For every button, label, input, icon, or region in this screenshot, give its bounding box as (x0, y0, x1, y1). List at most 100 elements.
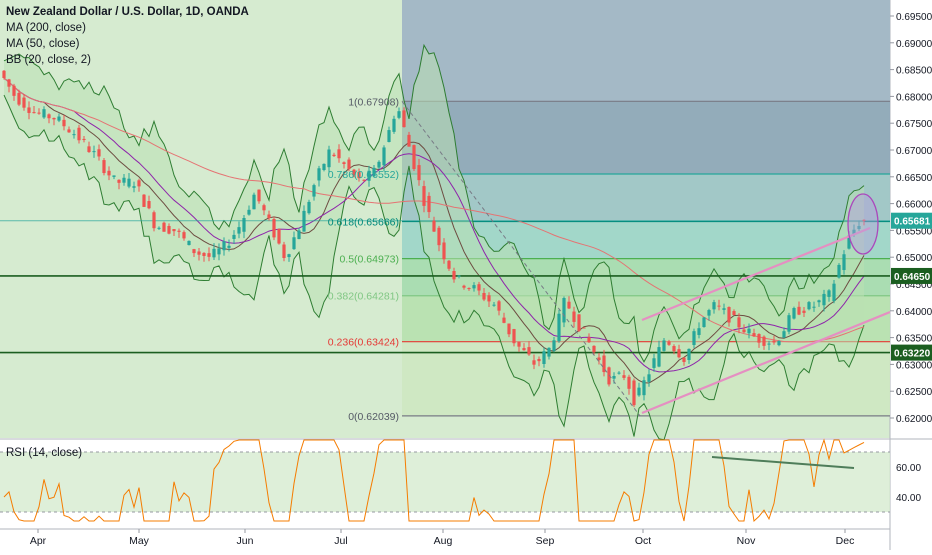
candle-body-156 (782, 331, 786, 338)
candle-body-78 (392, 118, 396, 132)
time-axis[interactable]: Apr May Jun Jul Aug Sep Oct Nov Dec (30, 529, 855, 547)
x-tick-label-2: Jun (237, 535, 254, 547)
y-tick-label-9: 0.65000 (896, 253, 932, 264)
candle-body-100 (502, 317, 506, 323)
candle-body-171 (857, 225, 861, 229)
y-tick-label-0: 0.69500 (896, 12, 932, 23)
candle-body-12 (62, 119, 66, 127)
candle-body-163 (817, 300, 821, 303)
fib-label-0: 1(0.67908) (348, 96, 399, 108)
candle-body-160 (802, 310, 806, 313)
candle-body-58 (292, 237, 296, 250)
candle-body-124 (622, 375, 626, 378)
candle-body-86 (432, 220, 436, 232)
candle-body-81 (407, 134, 411, 147)
candle-body-136 (682, 357, 686, 362)
candle-body-157 (787, 315, 791, 332)
rsi-band (0, 452, 890, 512)
candle-body-116 (582, 327, 586, 329)
candle-body-96 (482, 292, 486, 300)
chart-title: New Zealand Dollar / U.S. Dollar, 1D, OA… (6, 6, 249, 18)
candle-body-102 (512, 329, 516, 344)
candle-body-70 (352, 169, 356, 175)
candle-body-151 (757, 334, 761, 343)
candle-body-85 (427, 195, 431, 213)
candle-body-149 (747, 328, 751, 334)
candle-body-73 (367, 170, 371, 181)
candle-body-3 (17, 92, 21, 105)
candle-body-39 (197, 251, 201, 255)
candle-body-29 (147, 201, 151, 209)
candle-body-92 (462, 285, 466, 288)
candle-body-170 (852, 229, 856, 235)
candle-body-123 (617, 372, 621, 374)
candle-body-120 (602, 355, 606, 373)
candle-body-99 (497, 301, 501, 311)
candle-body-139 (697, 328, 701, 335)
bollinger-band-fill (4, 45, 864, 440)
candle-body-67 (337, 149, 341, 159)
candle-body-0 (2, 70, 6, 78)
candle-body-133 (667, 341, 671, 345)
candle-body-46 (232, 234, 236, 239)
candle-body-74 (372, 167, 376, 177)
candle-body-114 (572, 311, 576, 322)
price-axis[interactable]: 0.69500 0.69000 0.68500 0.68000 0.67500 0.670… (890, 12, 932, 425)
candle-body-20 (102, 160, 106, 174)
fib-label-2: 0.618(0.65666) (328, 217, 399, 229)
candle-body-82 (412, 145, 416, 170)
candle-body-145 (727, 307, 731, 323)
candle-body-79 (397, 111, 401, 118)
legend-ma50[interactable]: MA (50, close) (6, 38, 80, 50)
candle-body-89 (447, 260, 451, 269)
candle-body-84 (422, 186, 426, 206)
candle-body-90 (452, 271, 456, 280)
fibonacci-labels: 1(0.67908) 0.786(0.66552) 0.618(0.65666) 0.… (328, 96, 399, 423)
candle-body-40 (202, 252, 206, 256)
indicator-lines (3, 43, 865, 441)
candle-body-17 (87, 146, 91, 153)
legend-ma200[interactable]: MA (200, close) (6, 22, 86, 34)
bollinger-lower-line (3, 94, 865, 441)
candle-body-132 (662, 340, 666, 351)
candle-body-129 (647, 374, 651, 382)
candle-body-95 (477, 284, 481, 291)
candle-body-44 (222, 241, 226, 251)
candle-body-13 (67, 129, 71, 133)
candle-body-68 (342, 162, 346, 165)
candle-body-62 (312, 185, 316, 197)
price-tag-bg-2 (891, 344, 932, 361)
legend-bb[interactable]: BB (20, close, 2) (6, 54, 92, 66)
bollinger-basis-line (3, 77, 865, 384)
candle-body-142 (712, 302, 716, 310)
candle-body-155 (777, 340, 781, 346)
candle-body-164 (822, 293, 826, 306)
candle-body-88 (442, 242, 446, 260)
rsi-pane: 60.00 40.00 (0, 438, 921, 522)
candle-body-51 (257, 189, 261, 202)
candle-body-117 (587, 337, 591, 343)
candle-body-8 (42, 109, 46, 118)
bollinger-upper-line (3, 43, 865, 363)
candle-body-63 (317, 168, 321, 181)
candle-body-101 (507, 323, 511, 335)
candle-body-31 (157, 227, 161, 229)
price-tag-label-0: 0.65681 (894, 217, 931, 228)
candle-body-47 (237, 227, 241, 234)
x-tick-label-3: Jul (334, 535, 347, 547)
candle-body-64 (322, 163, 326, 171)
candle-body-37 (187, 240, 191, 246)
candle-body-128 (642, 380, 646, 396)
candle-body-127 (637, 387, 641, 396)
candle-body-87 (437, 227, 441, 246)
fib-label-4: 0.382(0.64281) (328, 291, 399, 303)
rsi-legend[interactable]: RSI (14, close) (6, 447, 83, 459)
y-tick-label-12: 0.63500 (896, 334, 932, 345)
candle-body-53 (267, 214, 271, 219)
fib-connector-dashed (401, 101, 641, 417)
candle-body-103 (517, 341, 521, 347)
fib-label-5: 0.236(0.63424) (328, 337, 399, 349)
fib-zone-0 (402, 101, 890, 175)
